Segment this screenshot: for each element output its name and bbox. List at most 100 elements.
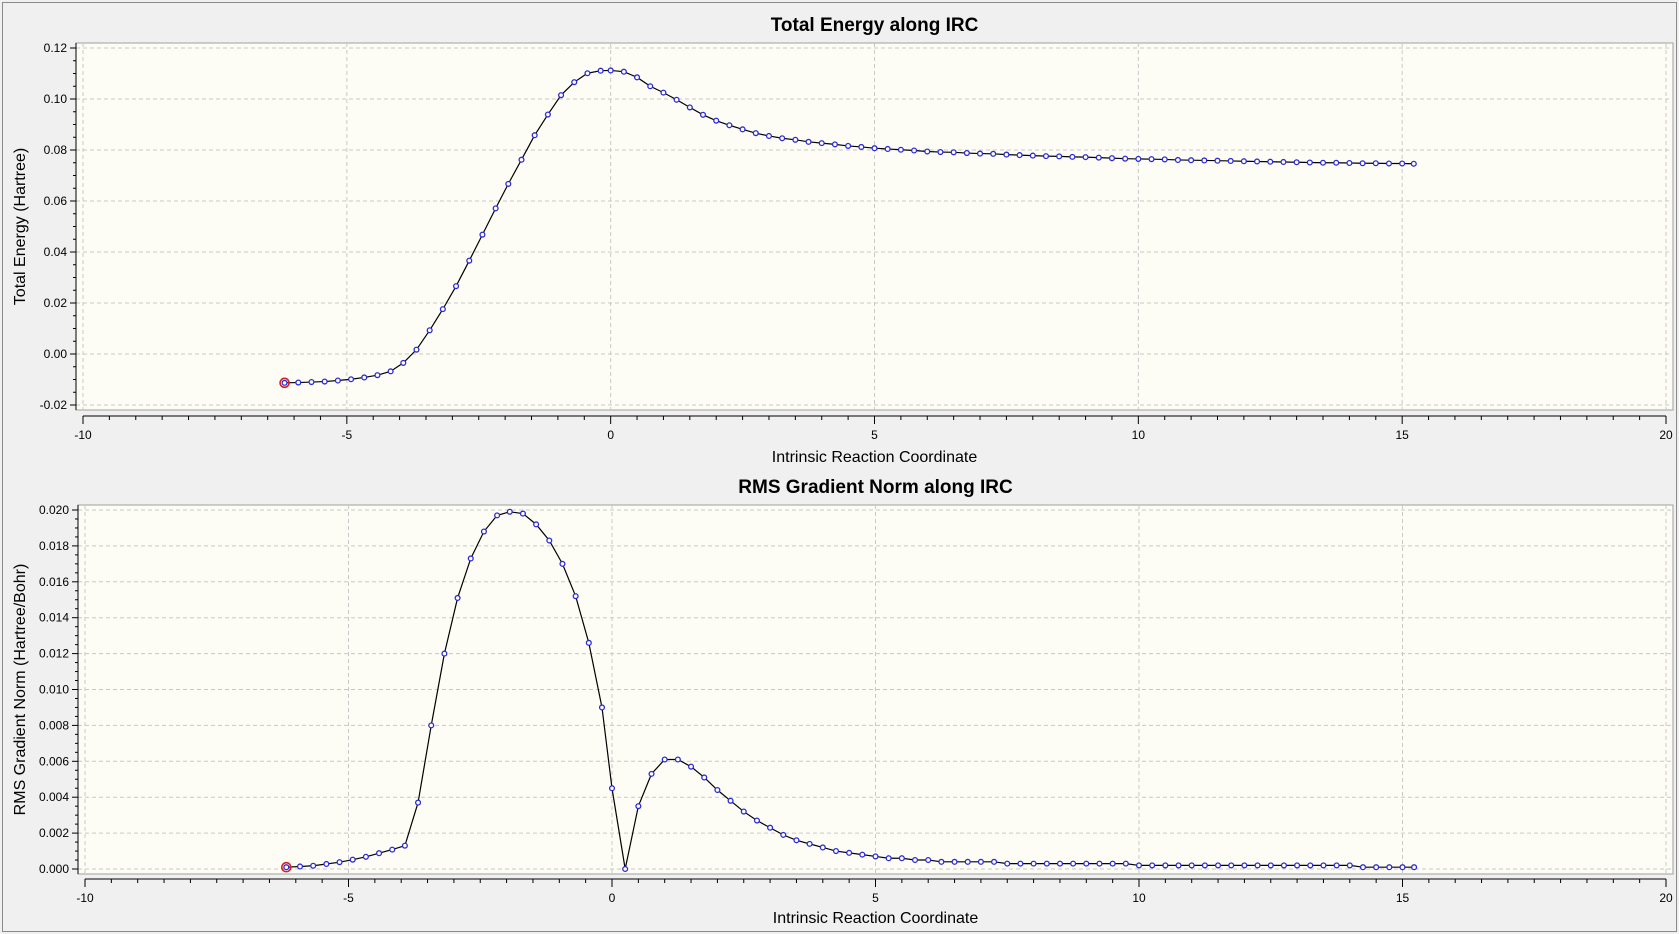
data-point [362, 853, 369, 860]
data-point [1148, 156, 1155, 163]
data-point [295, 379, 302, 386]
data-point [1346, 159, 1353, 167]
data-point [925, 856, 932, 864]
data-point [1306, 159, 1313, 166]
data-point [1386, 864, 1393, 871]
data-point [1083, 860, 1090, 867]
data-point [701, 774, 708, 781]
data-point [1254, 158, 1261, 165]
y-tick-label: 0.006 [39, 754, 69, 768]
data-point [1016, 152, 1023, 159]
data-point [1030, 860, 1037, 867]
data-point [597, 67, 604, 74]
data-point [310, 862, 317, 869]
data-point [400, 359, 407, 366]
y-tick-label: 0.00 [44, 347, 68, 361]
data-point [1372, 160, 1379, 167]
data-point [1333, 159, 1340, 166]
data-point [361, 374, 368, 381]
data-point [765, 132, 773, 140]
data-point [415, 799, 422, 806]
chart-panel-0: Total Energy along IRC -0.02 0.00 0.02 0.04 0… [12, 15, 1674, 466]
data-point [858, 143, 865, 150]
data-point [976, 150, 984, 157]
data-point [1082, 154, 1089, 161]
y-axis-label: Total Energy (Hartree) [12, 148, 29, 305]
data-point [334, 377, 341, 384]
data-point [413, 346, 420, 353]
y-tick-label: 0.06 [44, 194, 68, 208]
data-point [990, 150, 997, 157]
data-point [951, 858, 958, 865]
charts-canvas: Total Energy along IRC -0.02 0.00 0.02 0.04 0… [12, 15, 1674, 927]
data-point [1188, 157, 1195, 164]
data-point [1043, 860, 1050, 867]
x-tick-label: 5 [872, 891, 879, 905]
data-point [1201, 157, 1208, 164]
data-point [1096, 860, 1103, 867]
data-point [308, 378, 315, 386]
data-point [584, 70, 591, 77]
data-point [544, 111, 551, 118]
x-tick-label: 15 [1395, 428, 1409, 442]
data-point [376, 850, 383, 857]
data-point [283, 864, 290, 871]
data-point [1069, 153, 1076, 160]
y-tick-label: -0.02 [40, 398, 68, 412]
data-point [780, 831, 787, 838]
data-point [571, 79, 578, 86]
data-point [964, 858, 971, 865]
data-point [871, 145, 878, 152]
data-point [1294, 862, 1301, 869]
data-point [674, 756, 681, 763]
data-point [1346, 862, 1353, 869]
data-point [607, 67, 614, 74]
data-point [805, 138, 812, 145]
data-point [661, 756, 668, 763]
data-point [479, 231, 486, 238]
data-point [598, 704, 606, 711]
data-point [845, 142, 852, 149]
data-point [1359, 864, 1367, 871]
x-axis-label: Intrinsic Reaction Coordinate [773, 910, 979, 927]
data-point [401, 842, 408, 849]
data-point [1280, 862, 1287, 869]
y-tick-label: 0.010 [39, 683, 69, 697]
data-point [713, 117, 720, 124]
data-point [950, 149, 957, 156]
data-point [1227, 157, 1234, 165]
y-tick-label: 0.014 [39, 611, 69, 625]
data-point [1108, 155, 1115, 162]
data-point [1056, 860, 1063, 867]
data-point [506, 508, 513, 515]
data-point [938, 858, 945, 865]
data-point [859, 851, 866, 858]
data-point [1149, 862, 1156, 869]
data-point [1359, 160, 1366, 167]
data-point [1410, 160, 1417, 167]
data-point [585, 639, 592, 646]
data-point [963, 150, 970, 157]
data-point [1267, 862, 1274, 869]
y-tick-label: 0.002 [39, 826, 69, 840]
data-point [1373, 864, 1380, 871]
data-point [819, 844, 826, 851]
data-point [494, 512, 501, 519]
data-point [387, 368, 394, 375]
data-point [1135, 862, 1143, 869]
data-point [1029, 152, 1036, 159]
data-point [714, 786, 721, 794]
data-point [505, 180, 512, 187]
data-point [1188, 862, 1195, 869]
y-tick-label: 0.020 [39, 503, 69, 517]
data-point [846, 849, 853, 856]
data-point [466, 257, 473, 264]
x-axis-label: Intrinsic Reaction Coordinate [772, 449, 978, 466]
data-point [1228, 862, 1235, 869]
data-point [831, 141, 838, 148]
data-point [633, 74, 641, 81]
data-point [752, 130, 759, 137]
data-point [348, 376, 355, 383]
data-point [1293, 159, 1300, 166]
